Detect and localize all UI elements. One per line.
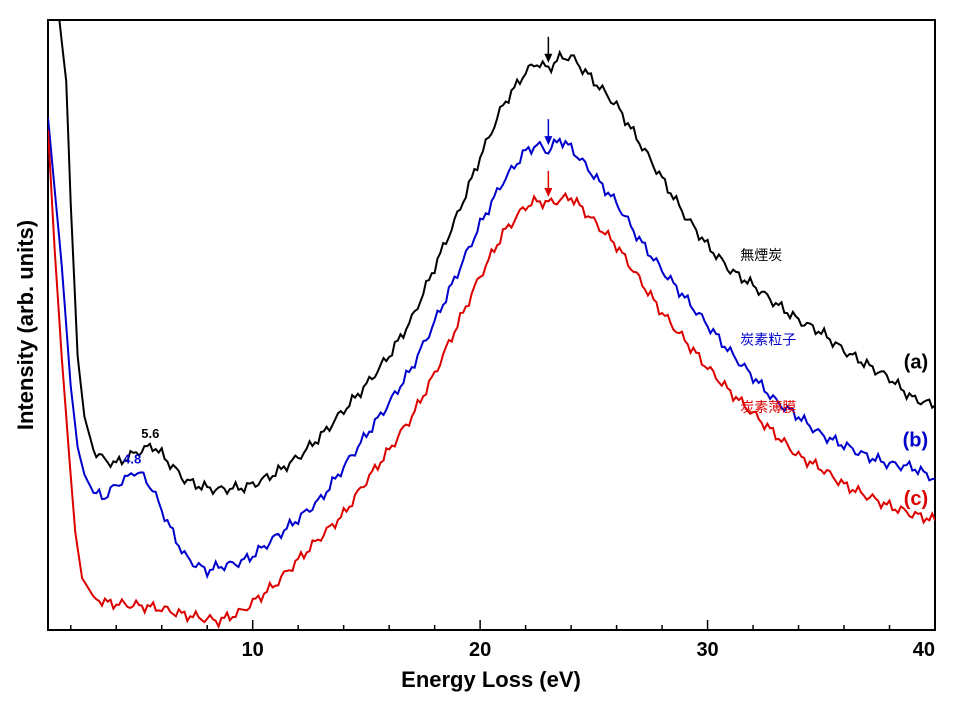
series-name-label: 炭素粒子 (740, 332, 796, 348)
y-axis-title: Intensity (arb. units) (13, 220, 38, 430)
series-name-label: 炭素薄膜 (740, 400, 796, 416)
peak-label: 5.6 (141, 426, 159, 441)
x-axis-title: Energy Loss (eV) (401, 667, 581, 692)
x-axis-ticks: 10 20 30 40 (69, 620, 936, 661)
series-line-a (54, 20, 935, 496)
series-name-label: 無煙炭 (740, 248, 782, 264)
x-tick-label: 10 (242, 639, 264, 661)
series-letter-label: (a) (904, 352, 928, 374)
series-letter-label: (b) (903, 430, 929, 452)
series-line-b (48, 117, 935, 580)
x-tick-label: 40 (913, 639, 935, 661)
plot-frame (47, 19, 936, 631)
series-labels: 無煙炭 (a) 炭素粒子 (b) 炭素薄膜 (c) 5.64.8 (123, 36, 929, 510)
peak-arrow (544, 36, 553, 63)
x-tick-label: 20 (469, 639, 491, 661)
x-tick-label: 30 (696, 639, 718, 661)
peak-label: 4.8 (123, 451, 141, 466)
peak-arrow (544, 119, 553, 146)
series-letter-label: (c) (904, 488, 928, 510)
peak-arrow (544, 171, 553, 197)
plot-area (48, 20, 935, 630)
series-line-c (48, 129, 935, 630)
